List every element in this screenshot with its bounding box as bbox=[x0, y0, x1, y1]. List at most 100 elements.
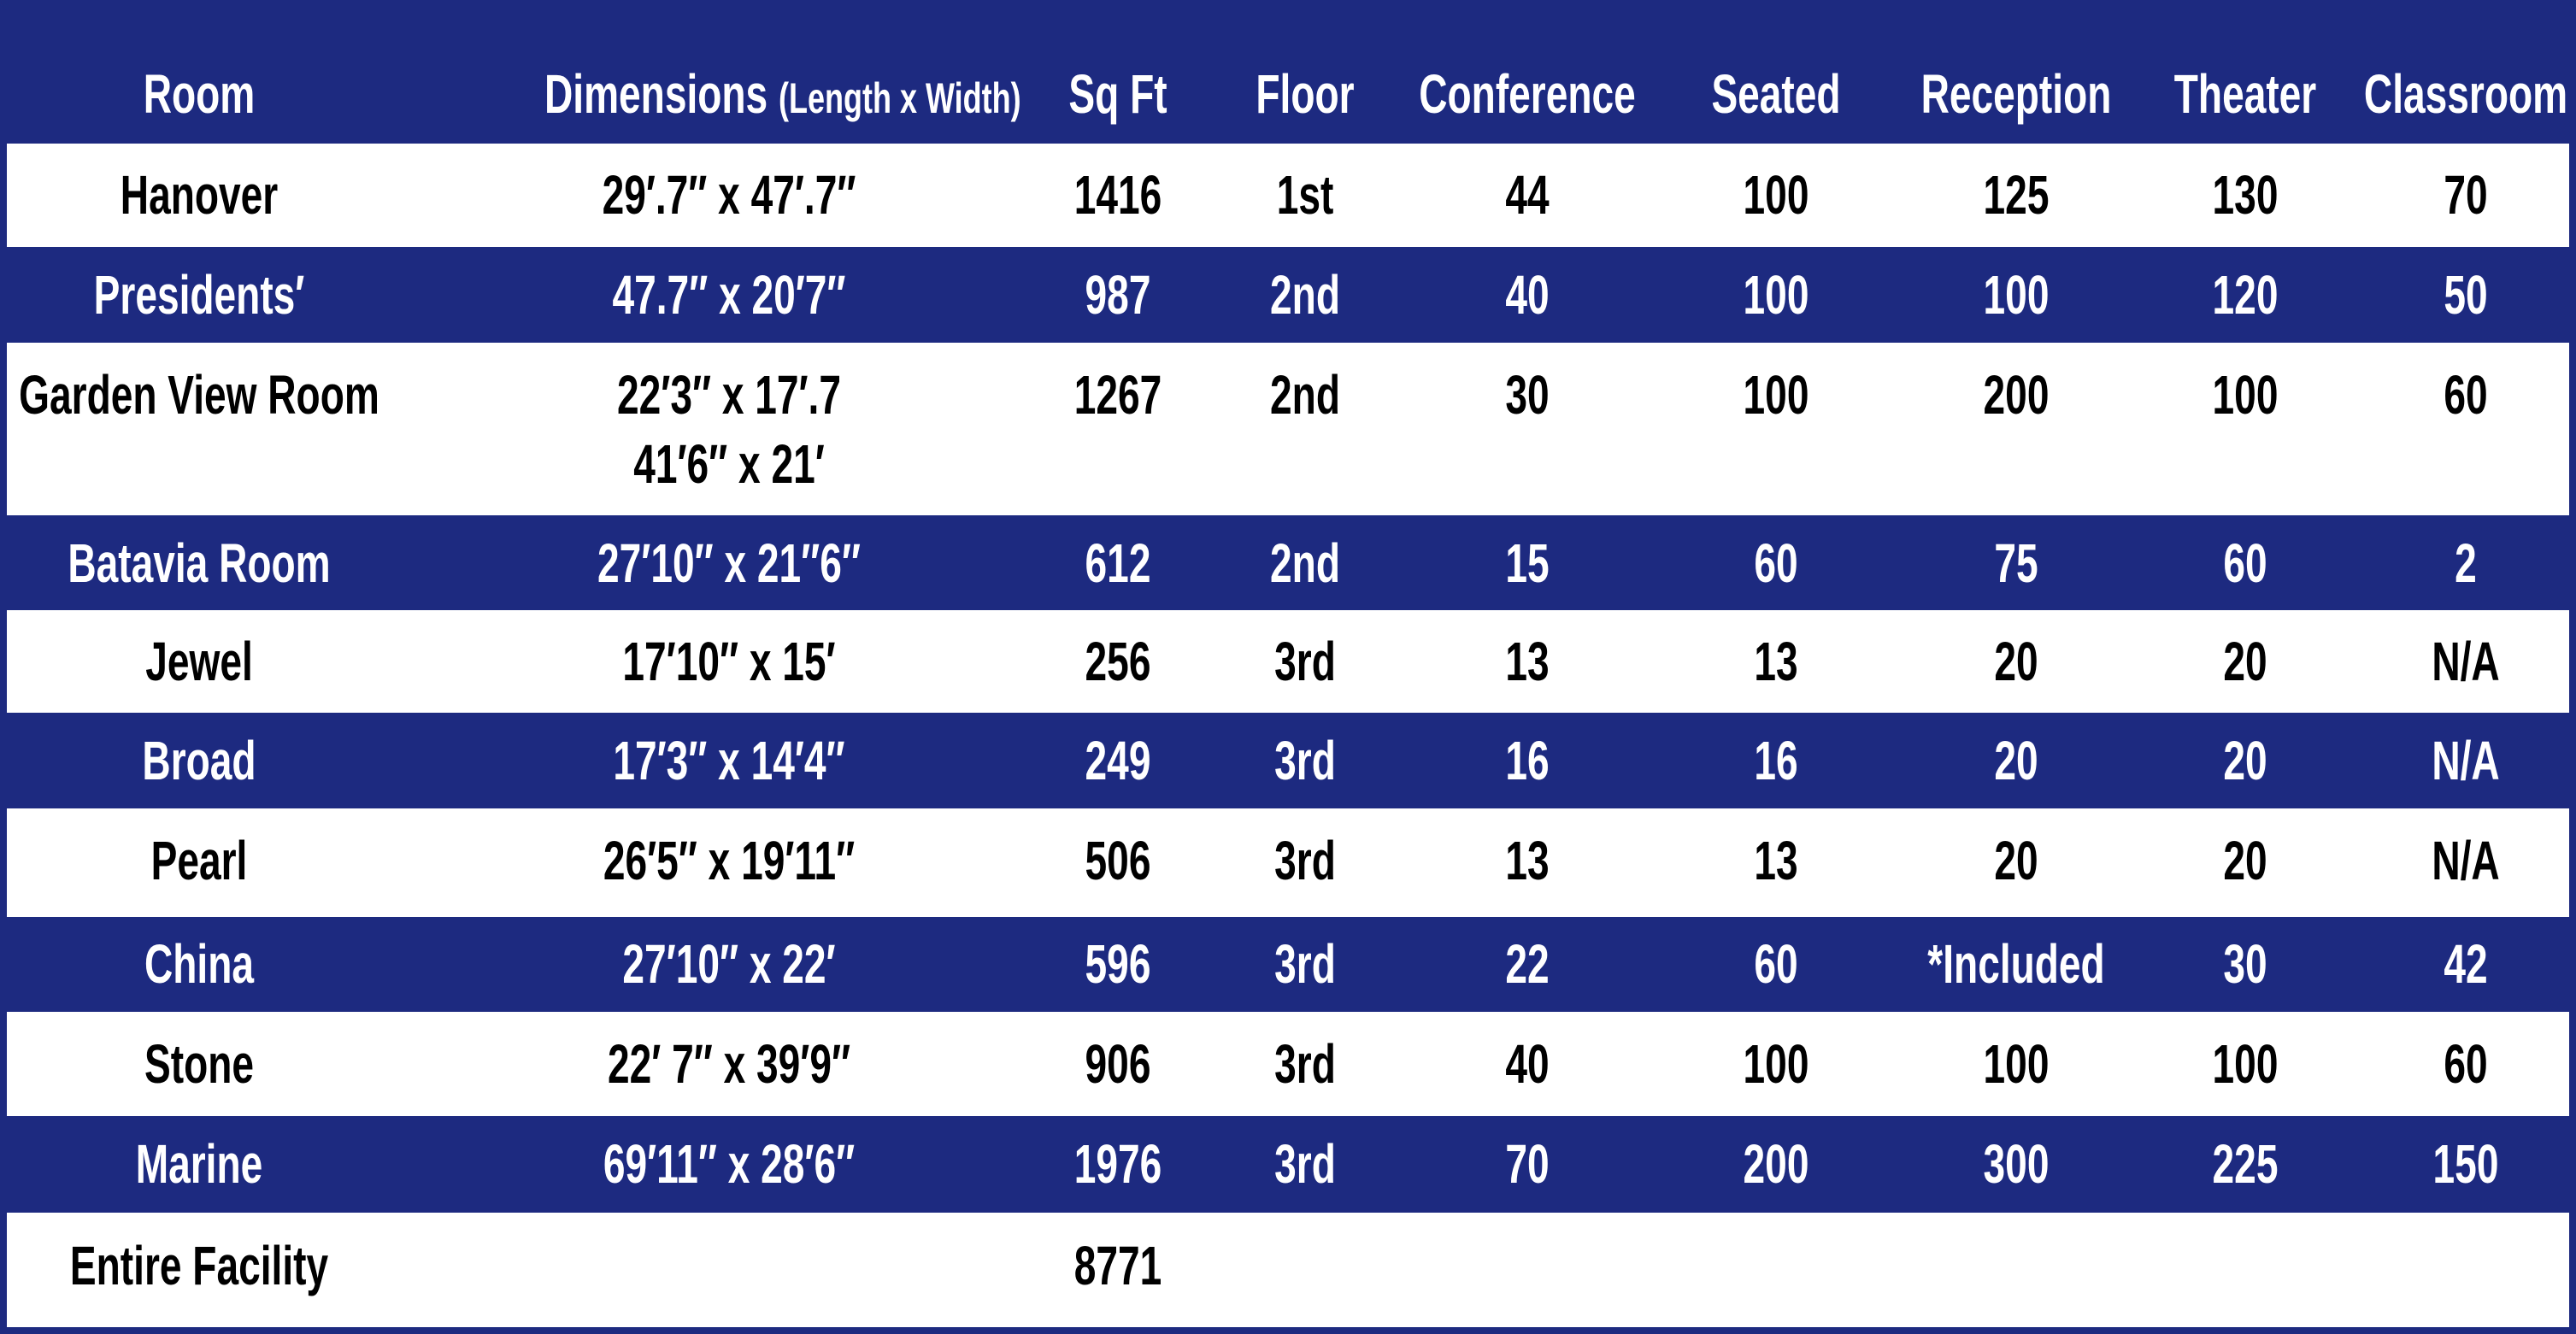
seated-cell: 60 bbox=[1754, 532, 1798, 594]
header-cell: Room bbox=[143, 62, 256, 125]
theater-cell: 100 bbox=[2212, 364, 2279, 426]
classroom-cell: 42 bbox=[2444, 933, 2488, 996]
classroom-cell: N/A bbox=[2432, 729, 2500, 791]
sqft-cell: 987 bbox=[1085, 263, 1151, 326]
floor-cell: 3rd bbox=[1274, 729, 1337, 791]
conference-cell: 15 bbox=[1505, 532, 1550, 594]
theater-cell: 120 bbox=[2212, 263, 2279, 326]
theater-cell: 20 bbox=[2223, 631, 2267, 693]
room-cell: China bbox=[144, 933, 255, 996]
table-row bbox=[0, 246, 2576, 343]
classroom-cell: 60 bbox=[2444, 1032, 2488, 1095]
floor-cell: 1st bbox=[1276, 164, 1334, 226]
sqft-cell: 1416 bbox=[1073, 164, 1162, 226]
reception-cell: 300 bbox=[1983, 1133, 2050, 1196]
floor-cell: 3rd bbox=[1274, 933, 1337, 996]
conference-cell: 44 bbox=[1505, 164, 1550, 226]
floor-cell: 3rd bbox=[1274, 1133, 1337, 1196]
header-sub: (Length x Width) bbox=[779, 73, 1021, 122]
reception-cell: 20 bbox=[1994, 830, 2038, 892]
reception-cell: 125 bbox=[1983, 164, 2050, 226]
room-cell: Presidents′ bbox=[93, 263, 305, 326]
header-cell: Sq Ft bbox=[1068, 62, 1167, 125]
seated-cell: 100 bbox=[1743, 263, 1809, 326]
theater-cell: 20 bbox=[2223, 729, 2267, 791]
room-cell: Marine bbox=[135, 1133, 263, 1196]
conference-cell: 40 bbox=[1505, 1032, 1550, 1095]
theater-cell: 225 bbox=[2212, 1133, 2279, 1196]
sqft-cell: 596 bbox=[1085, 933, 1151, 996]
header-cell: Classroom bbox=[2363, 62, 2568, 125]
sqft-cell: 906 bbox=[1085, 1032, 1151, 1095]
reception-cell: 75 bbox=[1994, 532, 2038, 594]
sqft-cell: 1267 bbox=[1073, 364, 1162, 426]
room-cell: Batavia Room bbox=[68, 532, 331, 594]
floor-cell: 3rd bbox=[1274, 830, 1337, 892]
dimension-line: 17′3″ x 14′4″ bbox=[613, 729, 845, 791]
conference-cell: 13 bbox=[1505, 830, 1550, 892]
conference-cell: 30 bbox=[1505, 364, 1550, 426]
conference-cell: 70 bbox=[1505, 1133, 1550, 1196]
seated-cell: 60 bbox=[1754, 933, 1798, 996]
classroom-cell: N/A bbox=[2432, 631, 2500, 693]
header-cell: Seated bbox=[1711, 62, 1841, 125]
seated-cell: 13 bbox=[1754, 631, 1798, 693]
seated-cell: 13 bbox=[1754, 830, 1798, 892]
header-cell: Theater bbox=[2173, 62, 2317, 125]
header-cell: Dimensions (Length x Width) bbox=[544, 53, 1021, 139]
table-row bbox=[0, 916, 2576, 1013]
header-cell: Reception bbox=[1920, 62, 2112, 125]
floor-cell: 3rd bbox=[1274, 1032, 1337, 1095]
reception-cell: 100 bbox=[1983, 1032, 2050, 1095]
conference-cell: 16 bbox=[1505, 729, 1550, 791]
sqft-cell: 256 bbox=[1085, 631, 1151, 693]
reception-cell: 20 bbox=[1994, 729, 2038, 791]
header-cell: Floor bbox=[1256, 62, 1355, 125]
dimension-line: 47.7″ x 20′7″ bbox=[612, 263, 846, 326]
dimension-line: 69′11″ x 28′6″ bbox=[603, 1133, 856, 1196]
seated-cell: 200 bbox=[1743, 1133, 1809, 1196]
dimension-line: 27′10″ x 22′ bbox=[622, 933, 836, 996]
dimension-line: 22′ 7″ x 39′9″ bbox=[608, 1032, 851, 1095]
conference-cell: 40 bbox=[1505, 263, 1550, 326]
room-cell: Stone bbox=[144, 1032, 255, 1095]
room-cell: Jewel bbox=[145, 631, 253, 693]
theater-cell: 100 bbox=[2212, 1032, 2279, 1095]
reception-cell: 100 bbox=[1983, 263, 2050, 326]
theater-cell: 20 bbox=[2223, 830, 2267, 892]
sqft-cell: 1976 bbox=[1073, 1133, 1162, 1196]
room-cell: Broad bbox=[142, 729, 256, 791]
sqft-cell: 506 bbox=[1085, 830, 1151, 892]
theater-cell: 60 bbox=[2223, 532, 2267, 594]
conference-cell: 22 bbox=[1505, 933, 1550, 996]
room-cell: Hanover bbox=[120, 164, 279, 226]
table-row bbox=[0, 514, 2576, 611]
theater-cell: 130 bbox=[2212, 164, 2279, 226]
dimension-line: 41′6″ x 21′ bbox=[633, 432, 825, 495]
dimension-line: 26′5″ x 19′11″ bbox=[603, 830, 856, 892]
seated-cell: 100 bbox=[1743, 1032, 1809, 1095]
theater-cell: 30 bbox=[2223, 933, 2267, 996]
classroom-cell: 50 bbox=[2444, 263, 2488, 326]
dimension-line: 17′10″ x 15′ bbox=[622, 631, 836, 693]
header-cell: Conference bbox=[1419, 62, 1636, 125]
table-row bbox=[0, 1115, 2576, 1214]
seated-cell: 100 bbox=[1743, 364, 1809, 426]
floor-cell: 3rd bbox=[1274, 631, 1337, 693]
seated-cell: 16 bbox=[1754, 729, 1798, 791]
classroom-cell: 70 bbox=[2444, 164, 2488, 226]
reception-cell: 200 bbox=[1983, 364, 2050, 426]
table-row bbox=[0, 712, 2576, 808]
floor-cell: 2nd bbox=[1270, 532, 1341, 594]
classroom-cell: 60 bbox=[2444, 364, 2488, 426]
room-cell: Entire Facility bbox=[69, 1234, 329, 1296]
sqft-cell: 249 bbox=[1085, 729, 1151, 791]
conference-cell: 13 bbox=[1505, 631, 1550, 693]
dimension-line: 22′3″ x 17′.7 bbox=[617, 364, 842, 426]
dimension-line: 29′.7″ x 47′.7″ bbox=[602, 164, 856, 226]
header-row bbox=[0, 0, 2576, 144]
classroom-cell: N/A bbox=[2432, 830, 2500, 892]
room-cell: Garden View Room bbox=[19, 364, 379, 426]
seated-cell: 100 bbox=[1743, 164, 1809, 226]
